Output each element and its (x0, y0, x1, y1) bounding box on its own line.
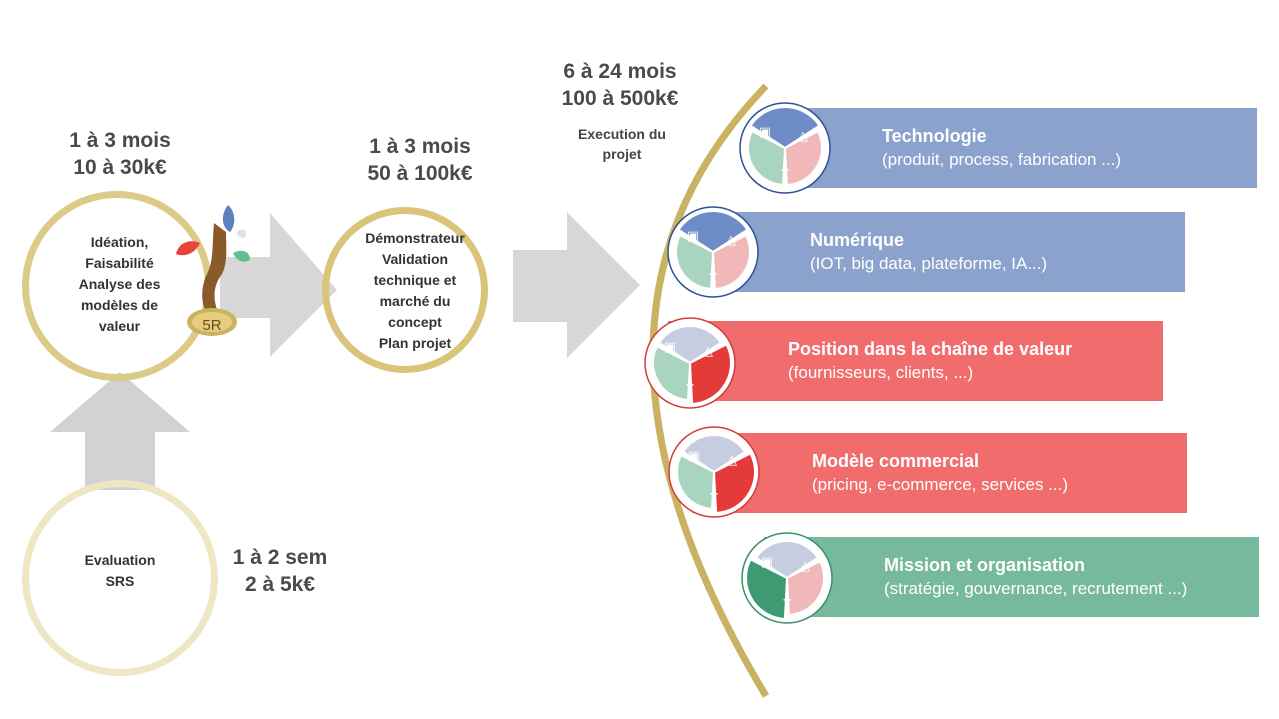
network-icon: ∴ (781, 161, 789, 176)
pie-segment-commercial (711, 233, 751, 291)
pie-segment-commercial (688, 343, 732, 405)
pie-segment-tech (677, 210, 749, 254)
pie-segment-tech (749, 106, 821, 150)
network-icon: ∴ (783, 591, 791, 606)
chart-icon: △ (703, 344, 713, 359)
right-arrow-1 (220, 213, 337, 357)
bar-chaine-valeur: Position dans la chaîne de valeur (fourn… (668, 321, 1163, 401)
evaluation-cost: 2 à 5k€ (244, 573, 316, 596)
chip-icon: ▣ (759, 125, 771, 140)
pie-icon-technologie: ▣ △ ∴ (739, 102, 831, 194)
pie-icon-mission-organisation: ▣ △ ∴ (741, 532, 833, 624)
network-icon: ∴ (709, 265, 717, 280)
pie-segment-org (676, 453, 716, 511)
pie-icon-chaine-valeur: ▣ △ ∴ (644, 317, 736, 409)
bar-subtitle: (IOT, big data, plateforme, IA...) (810, 254, 1048, 273)
bar-title: Modèle commercial (812, 451, 980, 471)
network-icon: ∴ (686, 376, 694, 391)
bar-technologie: Technologie (produit, process, fabricati… (762, 108, 1257, 188)
chip-icon: ▣ (761, 555, 773, 570)
bar-subtitle: (produit, process, fabrication ...) (882, 150, 1122, 169)
ideation-duration: 1 à 3 mois (69, 129, 171, 152)
bar-modele-commercial: Modèle commercial (pricing, e-commerce, … (692, 433, 1187, 513)
pie-segment-tech (754, 540, 820, 580)
ideation-cost: 10 à 30k€ (73, 156, 167, 179)
logo-label: 5R (202, 317, 221, 334)
bar-mission-organisation: Mission et organisation (stratégie, gouv… (764, 537, 1259, 617)
evaluation-circle (22, 480, 218, 676)
chart-icon: △ (727, 453, 737, 468)
bar-title: Mission et organisation (884, 555, 1086, 575)
pie-segment-tech (681, 434, 747, 474)
execution-heading: 6 à 24 mois 100 à 500k€ (540, 58, 700, 112)
bar-subtitle: (pricing, e-commerce, services ...) (812, 475, 1068, 494)
bar-subtitle: (stratégie, gouvernance, recrutement ...… (884, 579, 1188, 598)
evaluation-heading: 1 à 2 sem 2 à 5k€ (210, 544, 350, 598)
bar-title: Numérique (810, 230, 905, 250)
chart-icon: △ (798, 129, 808, 144)
pie-icon-modele-commercial: ▣ △ ∴ (668, 426, 760, 518)
bar-numerique: Numérique (IOT, big data, plateforme, IA… (690, 212, 1185, 292)
up-arrow (50, 372, 190, 490)
bar-title: Technologie (882, 126, 987, 146)
pie-segment-org (675, 233, 715, 291)
chart-icon: △ (726, 233, 736, 248)
demo-text: Démonstrateur Validation technique et ma… (365, 230, 465, 351)
execution-cost: 100 à 500k€ (561, 87, 679, 110)
demo-heading: 1 à 3 mois 50 à 100k€ (340, 133, 500, 187)
pie-segment-commercial (783, 129, 823, 187)
bar-subtitle: (fournisseurs, clients, ...) (788, 363, 974, 382)
execution-duration: 6 à 24 mois (563, 60, 677, 83)
pie-segment-org (652, 344, 692, 402)
chip-icon: ▣ (664, 340, 676, 355)
chip-icon: ▣ (688, 449, 700, 464)
network-icon: ∴ (710, 485, 718, 500)
chip-icon: ▣ (687, 229, 699, 244)
pie-segment-tech (657, 325, 723, 365)
evaluation-text: Evaluation SRS (84, 552, 156, 589)
demo-cost: 50 à 100k€ (367, 162, 473, 185)
ideation-heading: 1 à 3 mois 10 à 30k€ (40, 127, 200, 181)
pie-segment-commercial (785, 559, 825, 617)
evaluation-duration: 1 à 2 sem (232, 546, 328, 569)
bar-title: Position dans la chaîne de valeur (788, 339, 1073, 359)
right-arrow-2 (513, 212, 640, 358)
execution-label: Execution du projet (578, 126, 666, 162)
pie-icon-numerique: ▣ △ ∴ (667, 206, 759, 298)
demo-circle (322, 207, 488, 373)
pie-segment-org (745, 558, 789, 620)
pie-segment-org (747, 129, 787, 187)
chart-icon: △ (800, 559, 810, 574)
pie-segment-commercial (712, 452, 756, 514)
demo-duration: 1 à 3 mois (369, 135, 471, 158)
ideation-text: Idéation, Faisabilité Analyse des modèle… (78, 234, 161, 334)
